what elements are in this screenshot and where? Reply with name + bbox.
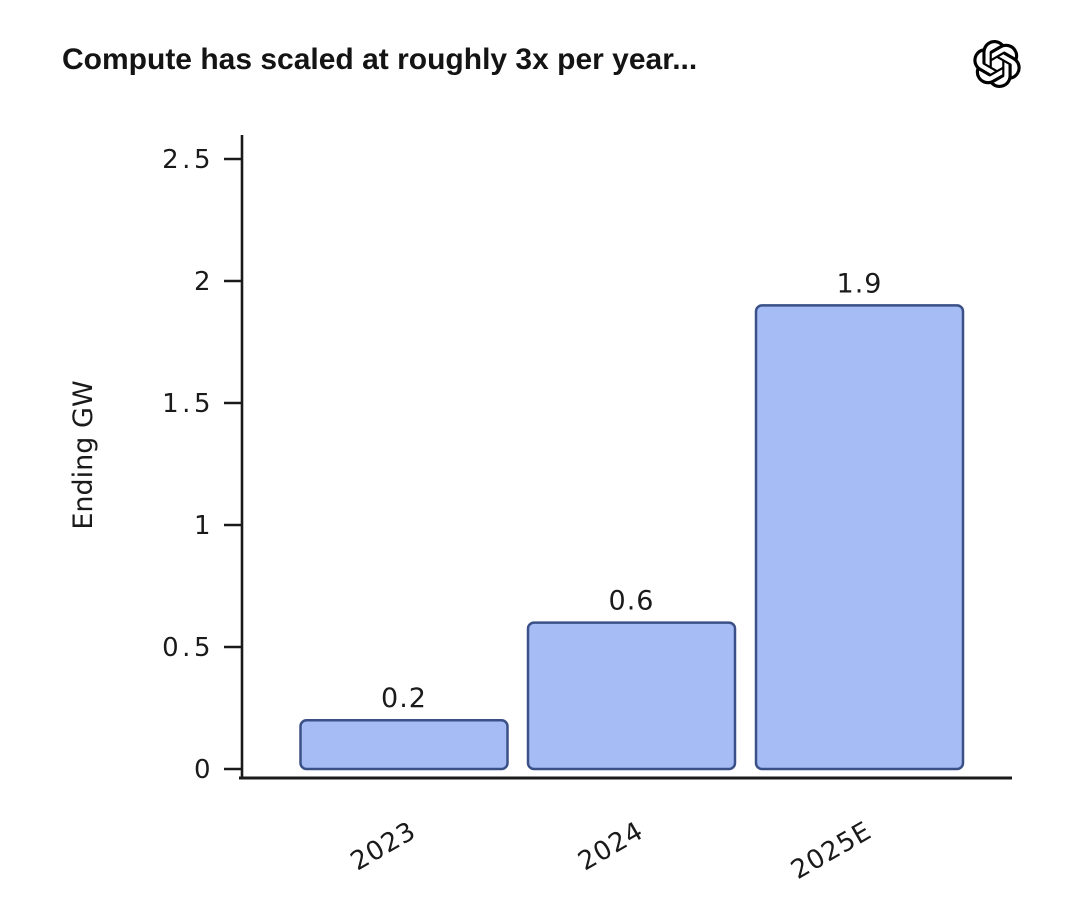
- chart-title: Compute has scaled at roughly 3x per yea…: [62, 43, 698, 76]
- y-tick-label: 1.5: [162, 389, 214, 419]
- y-tick-label: 2: [194, 267, 214, 297]
- x-tick-label-2023: 2023: [346, 816, 422, 877]
- bar-2025e: [754, 304, 965, 771]
- y-tick-label: 2.5: [162, 145, 214, 175]
- bar-value-label-2024: 0.6: [609, 586, 655, 617]
- openai-logo: [973, 40, 1021, 88]
- bar-2024: [526, 621, 737, 771]
- x-tick-label-2025e: 2025E: [786, 816, 877, 886]
- y-tick-label: 0.5: [162, 633, 214, 663]
- bar-value-label-2023: 0.2: [381, 683, 427, 714]
- x-tick-label-2024: 2024: [573, 816, 649, 877]
- y-tick-label: 0: [194, 755, 214, 785]
- y-axis-title: Ending GW: [68, 380, 99, 529]
- bar-2023: [299, 718, 509, 771]
- bar-value-label-2025e: 1.9: [837, 268, 883, 299]
- y-tick-label: 1: [194, 511, 214, 541]
